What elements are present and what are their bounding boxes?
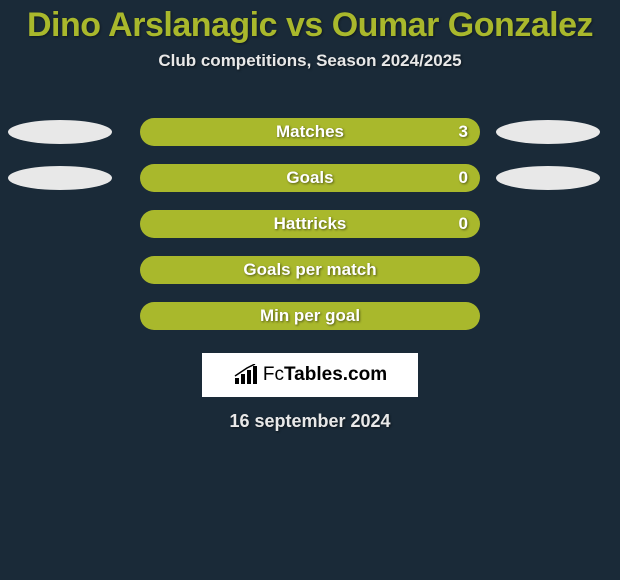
stat-bar: Hattricks 0: [140, 210, 480, 238]
date-text: 16 september 2024: [0, 411, 620, 432]
stat-bar: Matches 3: [140, 118, 480, 146]
stat-value: 3: [459, 122, 468, 142]
stat-label: Goals per match: [243, 260, 376, 280]
right-ellipse: [496, 120, 600, 144]
stat-label: Hattricks: [274, 214, 347, 234]
left-ellipse: [8, 166, 112, 190]
logo-text-right: Tables.com: [284, 364, 387, 385]
page-title: Dino Arslanagic vs Oumar Gonzalez: [0, 0, 620, 45]
stat-value: 0: [459, 168, 468, 188]
subtitle: Club competitions, Season 2024/2025: [0, 51, 620, 71]
stat-label: Matches: [276, 122, 344, 142]
stat-bar: Goals per match: [140, 256, 480, 284]
right-ellipse: [496, 166, 600, 190]
left-ellipse: [8, 120, 112, 144]
stat-value: 0: [459, 214, 468, 234]
stat-label: Min per goal: [260, 306, 360, 326]
stat-label: Goals: [286, 168, 333, 188]
chart-icon: [233, 364, 259, 386]
stat-bar: Goals 0: [140, 164, 480, 192]
stat-row: Matches 3: [0, 109, 620, 155]
stat-row: Min per goal: [0, 293, 620, 339]
logo-text: FcTables.com: [263, 364, 387, 386]
stats-rows: Matches 3 Goals 0 Hattricks 0 Goals per match M…: [0, 109, 620, 339]
stat-row: Goals per match: [0, 247, 620, 293]
logo-box: FcTables.com: [202, 353, 418, 397]
stat-bar: Min per goal: [140, 302, 480, 330]
logo: FcTables.com: [233, 364, 387, 386]
logo-text-left: Fc: [263, 364, 284, 385]
stat-row: Goals 0: [0, 155, 620, 201]
stat-row: Hattricks 0: [0, 201, 620, 247]
